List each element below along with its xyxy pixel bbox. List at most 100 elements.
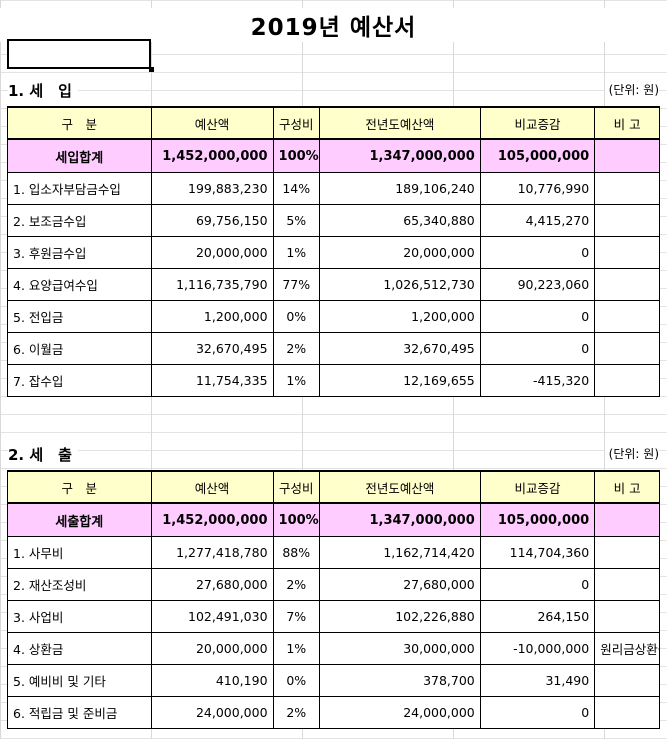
expense-header-row: 구 분 예산액 구성비 전년도예산액 비교증감 비 고 [7,470,660,504]
row-prev: 102,226,880 [318,600,481,633]
row-budget: 20,000,000 [150,236,274,269]
row-ratio: 2% [272,696,320,729]
expense-unit: (단위: 원) [604,445,659,462]
row-ratio: 1% [272,364,320,397]
row-diff: 10,776,990 [479,172,596,205]
row-name: 4. 상환금 [7,632,152,665]
col-header-diff: 비교증감 [479,470,596,504]
row-note [594,600,660,633]
row-budget: 102,491,030 [150,600,274,633]
row-note [594,172,660,205]
row-prev: 30,000,000 [318,632,481,665]
row-note [594,332,660,365]
row-diff: 114,704,360 [479,536,596,569]
row-prev: 65,340,880 [318,204,481,237]
row-budget: 1,277,418,780 [150,536,274,569]
total-ratio: 100% [272,502,320,537]
col-header-category: 구 분 [7,106,152,140]
revenue-unit: (단위: 원) [604,81,659,98]
row-ratio: 7% [272,600,320,633]
total-note [594,502,660,537]
row-prev: 378,700 [318,664,481,697]
row-diff: 90,223,060 [479,268,596,301]
row-name: 1. 사무비 [7,536,152,569]
col-header-diff: 비교증감 [479,106,596,140]
row-budget: 69,756,150 [150,204,274,237]
table-row: 6. 적립금 및 준비금 24,000,000 2% 24,000,000 0 [7,696,660,729]
row-note [594,664,660,697]
row-prev: 27,680,000 [318,568,481,601]
col-header-budget: 예산액 [150,470,274,504]
row-diff: -415,320 [479,364,596,397]
col-header-prev-budget: 전년도예산액 [318,106,481,140]
revenue-header-row: 구 분 예산액 구성비 전년도예산액 비교증감 비 고 [7,106,660,140]
row-diff: 4,415,270 [479,204,596,237]
row-diff: 0 [479,300,596,333]
row-prev: 1,162,714,420 [318,536,481,569]
row-name: 7. 잡수입 [7,364,152,397]
row-note: 원리금상환금 [594,632,660,665]
table-row: 5. 전입금 1,200,000 0% 1,200,000 0 [7,300,660,333]
total-name: 세입합계 [7,138,152,173]
row-note [594,536,660,569]
row-prev: 20,000,000 [318,236,481,269]
row-ratio: 0% [272,300,320,333]
col-header-note: 비 고 [594,470,660,504]
row-note [594,204,660,237]
table-row: 4. 요양급여수입 1,116,735,790 77% 1,026,512,730 90… [7,268,660,301]
total-ratio: 100% [272,138,320,173]
row-name: 6. 이월금 [7,332,152,365]
col-header-budget: 예산액 [150,106,274,140]
row-prev: 1,200,000 [318,300,481,333]
total-note [594,138,660,173]
row-diff: 264,150 [479,600,596,633]
row-budget: 1,200,000 [150,300,274,333]
col-header-prev-budget: 전년도예산액 [318,470,481,504]
col-header-ratio: 구성비 [272,106,320,140]
expense-total-row: 세출합계 1,452,000,000 100% 1,347,000,000 10… [7,502,660,537]
row-budget: 11,754,335 [150,364,274,397]
row-note [594,364,660,397]
row-name: 2. 재산조성비 [7,568,152,601]
col-header-category: 구 분 [7,470,152,504]
total-budget: 1,452,000,000 [150,138,274,173]
row-ratio: 0% [272,664,320,697]
row-ratio: 77% [272,268,320,301]
table-row: 1. 사무비 1,277,418,780 88% 1,162,714,420 114,7… [7,536,660,569]
row-diff: 0 [479,568,596,601]
page-title: 2019년 예산서 [0,8,667,42]
table-row: 5. 예비비 및 기타 410,190 0% 378,700 31,490 [7,664,660,697]
table-row: 3. 사업비 102,491,030 7% 102,226,880 264,150 [7,600,660,633]
row-note [594,568,660,601]
row-ratio: 14% [272,172,320,205]
row-ratio: 5% [272,204,320,237]
table-row: 7. 잡수입 11,754,335 1% 12,169,655 -415,320 [7,364,660,397]
row-ratio: 2% [272,568,320,601]
row-note [594,696,660,729]
row-name: 1. 입소자부담금수입 [7,172,152,205]
row-budget: 20,000,000 [150,632,274,665]
row-budget: 24,000,000 [150,696,274,729]
row-prev: 189,106,240 [318,172,481,205]
expense-table: 구 분 예산액 구성비 전년도예산액 비교증감 비 고 세출합계 1,452,0… [7,470,660,729]
total-diff: 105,000,000 [479,502,596,537]
expense-heading: 2. 세 출 [8,444,78,465]
total-diff: 105,000,000 [479,138,596,173]
table-row: 4. 상환금 20,000,000 1% 30,000,000 -10,000,000 원… [7,632,660,665]
revenue-total-row: 세입합계 1,452,000,000 100% 1,347,000,000 10… [7,138,660,173]
row-diff: 0 [479,332,596,365]
selected-cell[interactable] [7,39,151,69]
row-diff: -10,000,000 [479,632,596,665]
fill-handle[interactable] [149,67,154,72]
row-prev: 32,670,495 [318,332,481,365]
table-row: 1. 입소자부담금수입 199,883,230 14% 189,106,240 10,7… [7,172,660,205]
row-note [594,236,660,269]
row-note [594,300,660,333]
row-name: 2. 보조금수입 [7,204,152,237]
table-row: 3. 후원금수입 20,000,000 1% 20,000,000 0 [7,236,660,269]
col-header-ratio: 구성비 [272,470,320,504]
row-name: 5. 예비비 및 기타 [7,664,152,697]
row-ratio: 1% [272,236,320,269]
row-name: 6. 적립금 및 준비금 [7,696,152,729]
row-budget: 410,190 [150,664,274,697]
